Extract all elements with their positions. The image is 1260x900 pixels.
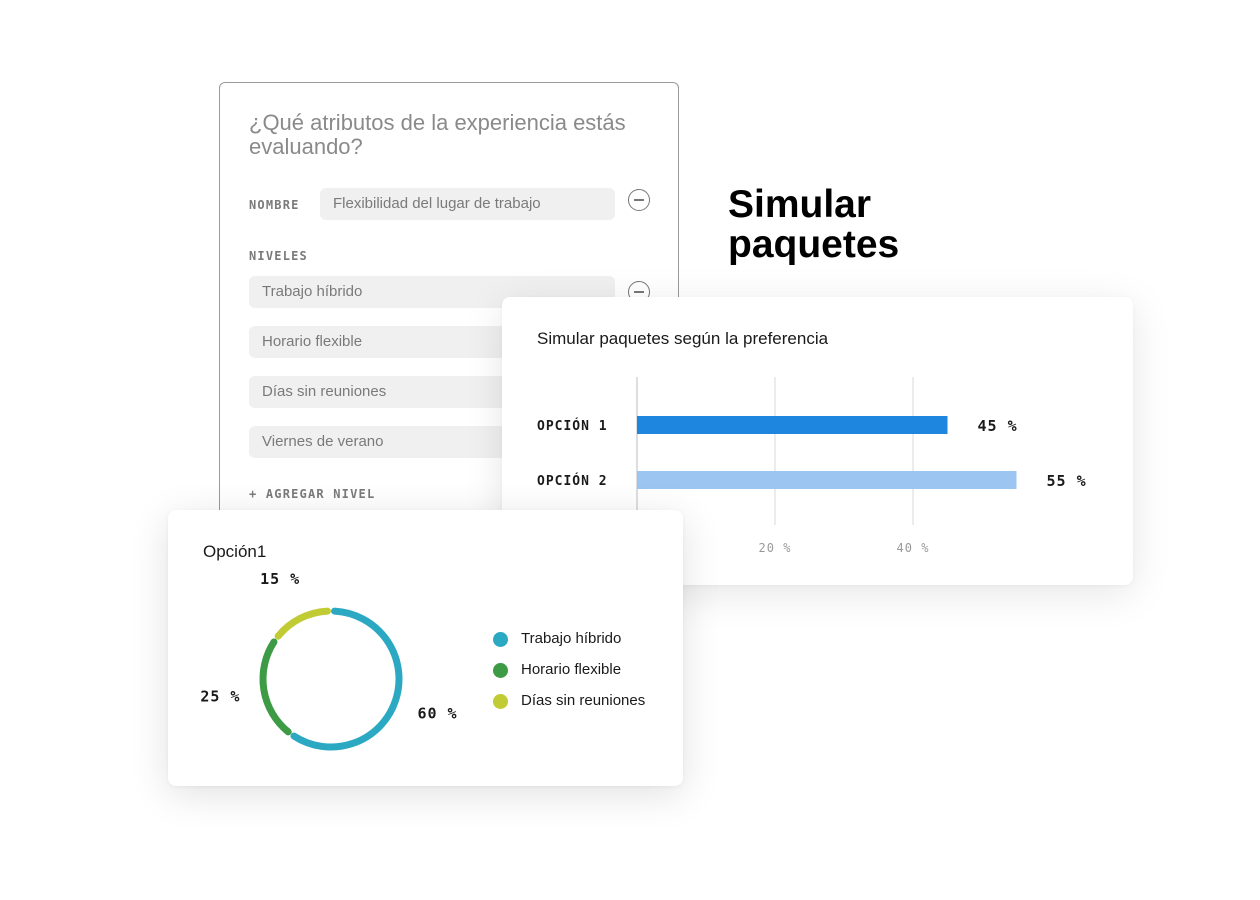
donut-slice — [290, 607, 403, 751]
donut-value-label: 60 % — [417, 705, 457, 723]
donut-value-label: 25 % — [200, 688, 240, 706]
attribute-name-input[interactable]: Flexibilidad del lugar de trabajo — [320, 188, 615, 220]
legend-dot-icon — [493, 632, 508, 647]
bar — [637, 416, 948, 434]
bar-chart: 20 % 40 % OPCIÓN 1 45 % OPCIÓN 2 55 % — [537, 377, 1087, 555]
legend-item-hybrid: Trabajo híbrido — [493, 629, 645, 660]
bar-tick-label: 20 % — [759, 541, 792, 555]
form-question: ¿Qué atributos de la experiencia estás e… — [249, 110, 626, 159]
legend-label: Horario flexible — [521, 661, 622, 678]
name-label: NOMBRE — [249, 198, 300, 212]
donut-chart-card: Opción1 60 % 25 % 15 % Trabajo híbrido Hor… — [168, 510, 683, 786]
add-level-button[interactable]: + AGREGAR NIVEL — [249, 487, 376, 501]
legend-dot-icon — [493, 694, 508, 709]
donut-chart-title: Opción1 — [203, 542, 267, 561]
donut-slice — [259, 638, 292, 736]
bar — [637, 471, 1017, 489]
bar-chart-title: Simular paquetes según la preferencia — [537, 329, 829, 348]
donut-slice — [274, 607, 331, 640]
bar-category-label: OPCIÓN 1 — [537, 418, 608, 434]
bar-category-label: OPCIÓN 2 — [537, 473, 608, 489]
donut-legend: Trabajo híbrido Horario flexible Días si… — [493, 629, 645, 722]
legend-item-no-meetings: Días sin reuniones — [493, 691, 645, 722]
minus-circle-icon[interactable] — [628, 189, 650, 211]
legend-dot-icon — [493, 663, 508, 678]
legend-label: Trabajo híbrido — [521, 630, 622, 647]
legend-label: Días sin reuniones — [521, 692, 646, 709]
bar-value-label: 45 % — [978, 417, 1018, 435]
legend-item-flexible: Horario flexible — [493, 660, 645, 691]
bar-value-label: 55 % — [1047, 472, 1087, 490]
donut-value-label: 15 % — [260, 570, 300, 588]
donut-chart: 60 % 25 % 15 % — [200, 570, 457, 751]
headline: Simular paquetes — [728, 183, 900, 266]
levels-label: NIVELES — [249, 249, 308, 263]
bar-tick-label: 40 % — [897, 541, 930, 555]
